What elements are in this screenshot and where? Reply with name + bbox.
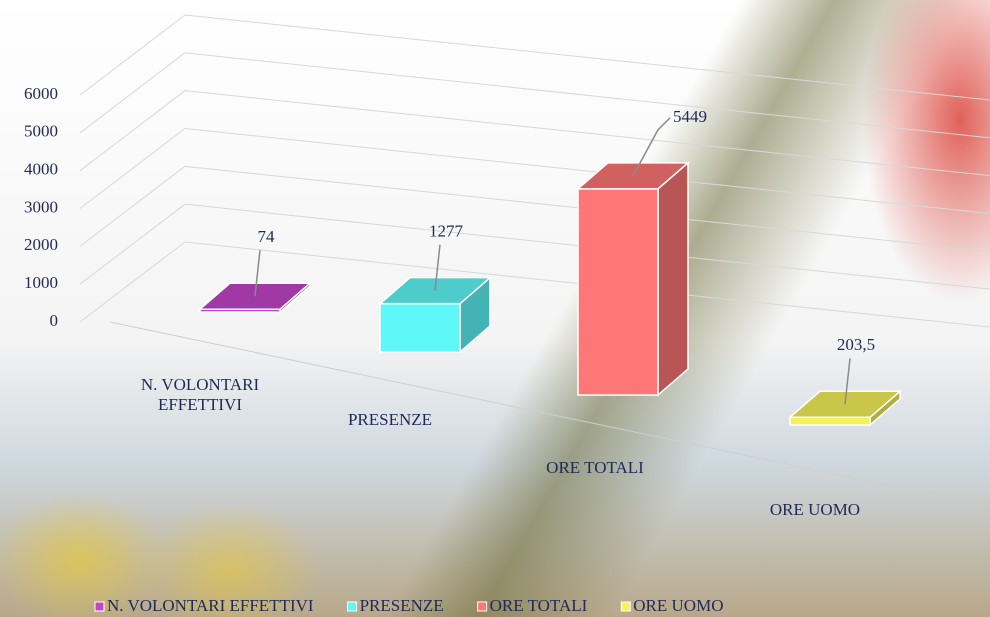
bar-side — [658, 163, 688, 395]
data-label: 74 — [258, 227, 276, 246]
grid-line — [185, 53, 990, 138]
x-tick-label: N. VOLONTARI EFFETTIVI — [120, 375, 280, 415]
grid-line — [80, 15, 185, 95]
bar — [790, 417, 870, 425]
y-tick-label: 4000 — [24, 160, 58, 179]
grid-line — [80, 242, 185, 322]
legend-swatch — [348, 602, 357, 611]
x-tick-label: ORE TOTALI — [515, 458, 675, 478]
grid-line — [185, 91, 990, 176]
chart: 0 1000 2000 3000 4000 5000 6000 74 1277 5449 203,5… — [0, 0, 990, 617]
legend-label: PRESENZE — [360, 596, 444, 615]
y-tick-label: 6000 — [24, 84, 58, 103]
bar — [578, 189, 658, 395]
x-tick-label: ORE UOMO — [735, 500, 895, 520]
grid-line — [80, 91, 185, 171]
grid-line — [80, 53, 185, 133]
data-label: 1277 — [429, 222, 464, 241]
chart-svg: 0 1000 2000 3000 4000 5000 6000 74 1277 5449 203,5… — [0, 0, 990, 617]
data-label: 5449 — [673, 107, 707, 126]
y-tick-label: 0 — [50, 311, 59, 330]
legend-label: ORE UOMO — [633, 596, 723, 615]
y-tick-label: 3000 — [24, 197, 58, 216]
legend-swatch — [95, 602, 104, 611]
grid-line — [80, 129, 185, 209]
legend-label: N. VOLONTARI EFFETTIVI — [107, 596, 314, 615]
y-tick-label: 5000 — [24, 122, 58, 141]
grid-line — [185, 15, 990, 100]
legend-swatch — [621, 602, 630, 611]
y-tick-label: 1000 — [24, 273, 58, 292]
x-tick-label: PRESENZE — [310, 410, 470, 430]
y-tick-label: 2000 — [24, 235, 58, 254]
grid-line — [80, 166, 185, 246]
legend-swatch — [478, 602, 487, 611]
data-label: 203,5 — [837, 335, 875, 354]
legend-label: ORE TOTALI — [490, 596, 588, 615]
grid-line — [80, 204, 185, 284]
bar — [380, 304, 460, 352]
